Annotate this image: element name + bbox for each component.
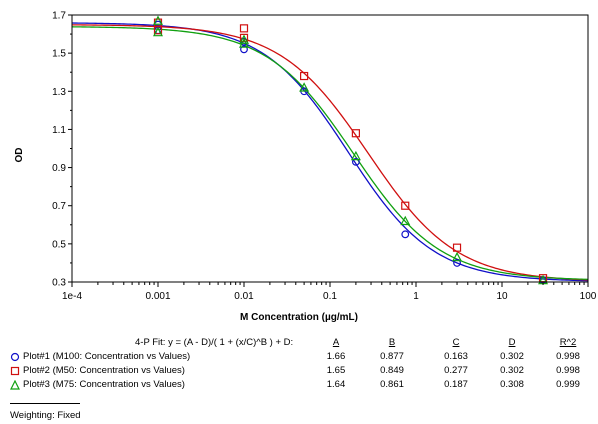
header-c: C [452,337,460,348]
x-tick-label: 10 [496,291,508,302]
row-value-c: 0.163 [444,351,468,362]
fit-results-table: 4-P Fit: y = (A - D)/( 1 + (x/C)^B ) + D… [0,335,598,395]
row-value-a: 1.64 [326,379,346,390]
y-axis-label: OD [14,148,25,163]
data-point [452,251,463,262]
row-value-d: 0.302 [500,365,524,376]
x-axis-label: M Concentration (µg/mL) [240,312,358,323]
data-point [401,201,410,210]
data-point [299,82,310,92]
y-tick-label: 0.3 [52,278,66,289]
row-value-b: 0.849 [380,365,404,376]
header-a: A [332,337,340,348]
row-value-b: 0.861 [380,379,404,390]
data-point [350,150,361,161]
x-tick-label: 1 [413,291,419,302]
y-tick-label: 1.1 [52,125,66,136]
triangle-marker-icon [10,380,20,390]
row-value-r2: 0.998 [556,351,580,362]
y-tick-label: 0.5 [52,239,66,250]
y-tick-label: 0.9 [52,163,66,174]
data-point [400,215,411,226]
row-value-b: 0.877 [380,351,404,362]
ticks-layer: 0.3 0.5 0.7 0.9 1.1 1.3 1.5 1.7 1e-4 0.001 0.01 0.1… [52,11,597,303]
data-point [401,230,410,239]
y-tick-label: 1.5 [52,49,66,60]
row-value-d: 0.308 [500,379,524,390]
x-tick-label: 1e-4 [62,291,82,302]
fit-curves-layer [71,22,589,282]
header-d: D [508,337,516,348]
data-point [453,259,461,267]
y-tick-label: 1.3 [52,87,66,98]
plot-frame [71,14,589,283]
row-label: Plot#1 (M100: Concentration vs Values) [23,351,191,362]
header-b: B [388,337,396,348]
weighting-label: Weighting: Fixed [10,410,81,421]
row-label: Plot#3 (M75: Concentration vs Values) [23,379,185,390]
weighting-divider [10,403,80,404]
x-tick-label: 0.01 [234,291,254,302]
data-point [452,243,462,252]
data-point [153,26,163,35]
header-r2: R^2 [559,337,577,348]
fit-curve [71,24,589,281]
data-point [240,45,248,54]
x-tick-label: 0.001 [145,291,170,302]
fit-curve [71,22,589,282]
row-value-a: 1.66 [326,351,346,362]
y-tick-label: 1.7 [52,11,66,22]
square-marker-icon [10,366,20,376]
x-tick-label: 100 [580,291,597,302]
row-value-c: 0.277 [444,365,468,376]
y-tick-label: 0.7 [52,201,66,212]
fit-formula: 4-P Fit: y = (A - D)/( 1 + (x/C)^B ) + D… [135,337,294,348]
data-point [300,71,309,81]
data-point [239,24,249,33]
dose-response-chart: 0.3 0.5 0.7 0.9 1.1 1.3 1.5 1.7 1e-4 0.001 0.01 0.1… [14,11,597,303]
x-tick-label: 0.1 [323,291,337,302]
data-point [351,157,360,166]
row-value-d: 0.302 [500,351,524,362]
data-point [153,15,163,25]
row-value-r2: 0.999 [556,379,580,390]
circle-marker-icon [10,352,20,362]
data-point [239,34,249,44]
row-label: Plot#2 (M50: Concentration vs Values) [23,365,185,376]
data-point [153,26,163,37]
data-point [239,33,249,42]
data-point [351,129,360,138]
row-value-a: 1.65 [326,365,346,376]
row-value-r2: 0.998 [556,365,580,376]
row-value-c: 0.187 [444,379,468,390]
data-points-layer [153,15,549,285]
fit-curve [71,26,589,280]
